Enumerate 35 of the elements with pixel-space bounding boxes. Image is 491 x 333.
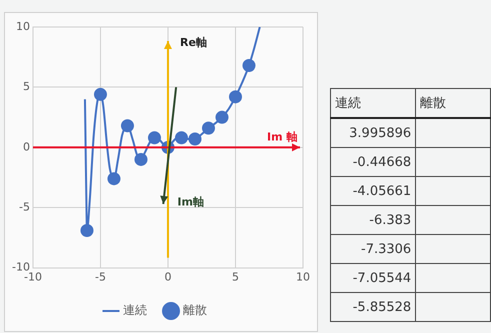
point xyxy=(148,131,161,144)
point xyxy=(80,224,94,237)
ref-line-label: Re軸 xyxy=(180,36,207,49)
text: -4.05661 xyxy=(330,176,416,206)
text: 連続 xyxy=(330,88,416,118)
point xyxy=(228,90,242,104)
y-tick-label: 0 xyxy=(22,140,30,154)
point xyxy=(174,131,188,144)
point xyxy=(188,132,202,146)
text: -0.44668 xyxy=(330,148,416,176)
annotation: Im軸 xyxy=(177,196,204,209)
y-tick-label: 5 xyxy=(22,80,30,94)
y-tick-label: -10 xyxy=(12,260,30,274)
ref-line-label: Im 軸 xyxy=(267,130,298,144)
point xyxy=(120,119,134,132)
x-tick-label: -5 xyxy=(94,270,106,284)
legend-label: 離散 xyxy=(183,303,207,318)
text: 3.995896 xyxy=(330,118,416,148)
x-tick-label: 10 xyxy=(296,270,310,284)
x-tick-label: 0 xyxy=(164,270,172,284)
point xyxy=(242,59,256,72)
x-tick-label: 5 xyxy=(232,270,239,284)
point xyxy=(94,88,107,101)
point xyxy=(202,122,215,135)
text: -5.85528 xyxy=(330,292,416,322)
point xyxy=(107,172,120,186)
legend-label: 連続 xyxy=(123,303,147,318)
point xyxy=(215,110,228,124)
y-tick-label: -5 xyxy=(19,200,30,214)
point xyxy=(134,152,148,166)
text: -7.3306 xyxy=(330,234,416,264)
text: -6.383 xyxy=(330,206,416,234)
y-tick-label: 10 xyxy=(16,20,30,33)
text: -7.05544 xyxy=(330,264,416,292)
text: 離散 xyxy=(416,88,490,118)
